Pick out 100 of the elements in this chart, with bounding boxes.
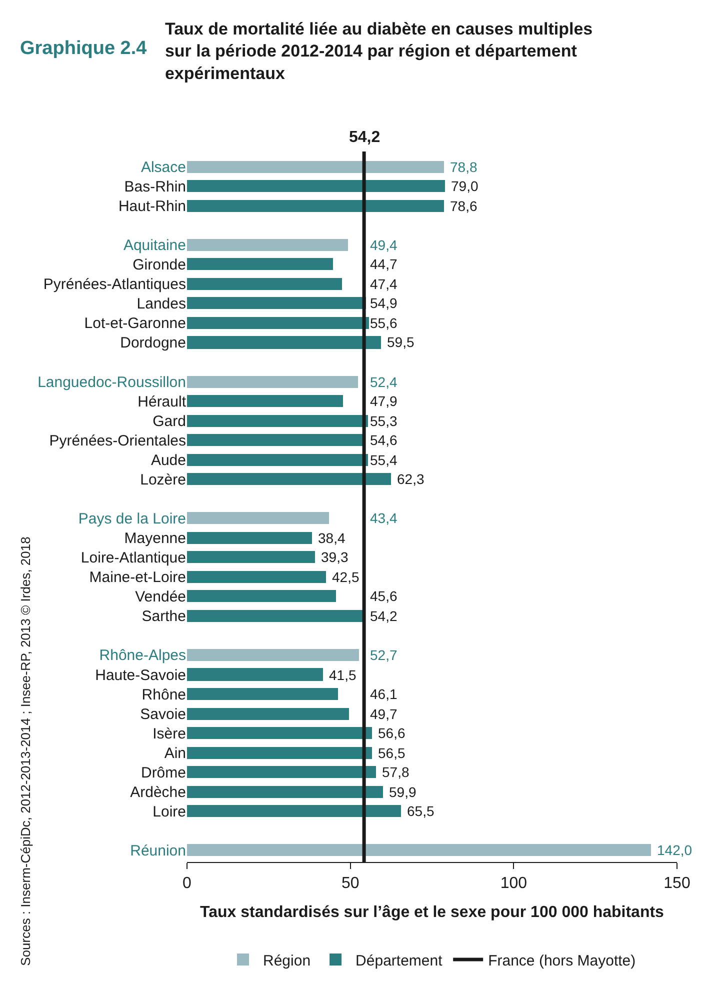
y-tick-label: Gard — [152, 412, 186, 430]
y-tick-label: Drôme — [140, 764, 186, 782]
y-tick-label: Réunion — [130, 842, 186, 860]
data-label: 52,7 — [370, 647, 398, 663]
y-tick-label: Pyrénées-Orientales — [49, 432, 186, 450]
y-tick-label: Sarthe — [142, 608, 186, 626]
y-tick-label: Rhône-Alpes — [99, 647, 186, 664]
text: 54,2 — [349, 129, 380, 146]
y-tick-label: Landes — [136, 296, 186, 313]
bar — [187, 415, 368, 427]
data-label: 55,4 — [370, 452, 398, 468]
data-label: 52,4 — [370, 374, 398, 390]
data-label: 78,6 — [450, 198, 478, 214]
data-label: 57,8 — [382, 764, 410, 780]
y-tick-label: Vendée — [135, 588, 186, 606]
y-tick-label: Loire-Atlantique — [80, 550, 186, 567]
data-label: 46,1 — [370, 686, 398, 702]
data-label: 55,3 — [370, 413, 398, 429]
y-tick-label: Loire — [152, 803, 186, 820]
chart-title: Taux de mortalité liée au diabète en causes multiples sur la période 2012-2014 par région et département expérimentaux — [164, 20, 593, 83]
bar — [187, 766, 376, 778]
data-label: 43,4 — [370, 510, 398, 526]
data-label: 142,0 — [657, 842, 692, 858]
data-label: 45,6 — [370, 588, 398, 604]
data-label: 54,6 — [370, 432, 398, 448]
x-tick-label: 50 — [341, 875, 360, 892]
y-tick-label: Haut-Rhin — [118, 198, 186, 216]
x-tick-label: 100 — [500, 875, 528, 892]
data-label: 59,9 — [389, 784, 416, 800]
data-label: 49,4 — [370, 237, 398, 253]
data-label: 59,5 — [387, 334, 414, 350]
bar — [187, 161, 444, 173]
bar — [187, 708, 349, 720]
y-tick-label: Alsace — [140, 158, 186, 176]
data-label: 54,9 — [370, 295, 398, 311]
bar — [187, 376, 358, 388]
bar — [187, 844, 651, 856]
legend-label: Département — [356, 952, 444, 970]
legend-label: France (hors Mayotte) — [488, 952, 636, 970]
text: Graphique 2.4 — [20, 38, 148, 59]
data-label: 79,0 — [451, 178, 478, 194]
bar — [187, 727, 372, 739]
bar — [187, 200, 444, 212]
data-label: 47,4 — [370, 276, 398, 292]
y-tick-label: Pays de la Loire — [78, 510, 186, 528]
bar — [187, 512, 329, 524]
bar — [187, 180, 445, 192]
data-label: 56,5 — [378, 745, 406, 761]
bar — [187, 610, 364, 622]
data-label: 42,5 — [332, 569, 360, 585]
bar — [187, 786, 383, 798]
y-tick-label: Pyrénées-Atlantiques — [43, 276, 186, 294]
bar — [187, 278, 342, 290]
bar — [187, 649, 359, 661]
data-label: 78,8 — [450, 159, 478, 175]
y-tick-label: Languedoc-Roussillon — [38, 374, 186, 391]
bar — [187, 590, 336, 602]
bar — [187, 239, 348, 251]
data-label: 39,3 — [321, 549, 348, 565]
y-tick-label: Mayenne — [124, 530, 186, 548]
data-label: 56,6 — [378, 725, 406, 741]
y-tick-label: Lozère — [140, 471, 186, 488]
bar — [187, 395, 343, 407]
data-label: 44,7 — [370, 256, 398, 272]
y-tick-label: Rhône — [142, 686, 186, 704]
y-tick-label: Haute-Savoie — [95, 666, 186, 684]
bar — [187, 571, 326, 583]
data-label: 38,4 — [318, 530, 346, 546]
y-tick-label: Aquitaine — [123, 237, 186, 254]
y-tick-label: Ardèche — [130, 784, 186, 801]
data-label: 54,2 — [370, 608, 398, 624]
y-tick-label: Hérault — [138, 393, 187, 410]
data-label: 62,3 — [397, 471, 424, 487]
data-label: 65,5 — [407, 803, 434, 819]
y-tick-label: Ain — [164, 744, 186, 762]
bar — [187, 317, 369, 329]
y-tick-label: Savoie — [140, 706, 186, 723]
legend-label: Région — [263, 952, 311, 970]
data-label: 49,7 — [370, 706, 398, 722]
y-tick-label: Gironde — [132, 256, 186, 274]
y-tick-label: Isère — [152, 725, 186, 742]
y-tick-label: Dordogne — [120, 334, 186, 352]
data-label: 55,6 — [370, 315, 398, 331]
source-note: Sources : Inserm-CépiDc, 2012-2013-2014 ; Insee-RP, 2013 © Irdes, 2018 — [18, 536, 33, 966]
data-label: 47,9 — [370, 393, 398, 409]
y-tick-label: Lot-et-Garonne — [84, 315, 186, 332]
bar — [187, 747, 372, 759]
bar — [187, 805, 401, 817]
bar — [187, 473, 391, 485]
bar — [187, 454, 368, 466]
y-tick-label: Maine-et-Loire — [89, 569, 186, 586]
bar — [187, 336, 381, 349]
bar — [187, 668, 323, 681]
x-tick-label: 0 — [182, 875, 192, 892]
y-tick-label: Bas-Rhin — [124, 178, 186, 196]
x-axis-title: Taux standardisés sur l’âge et le sexe pour 100 000 habitants — [200, 904, 664, 921]
data-label: 41,5 — [329, 667, 356, 683]
bar — [187, 258, 333, 270]
bar — [187, 532, 312, 544]
bar — [187, 688, 338, 700]
